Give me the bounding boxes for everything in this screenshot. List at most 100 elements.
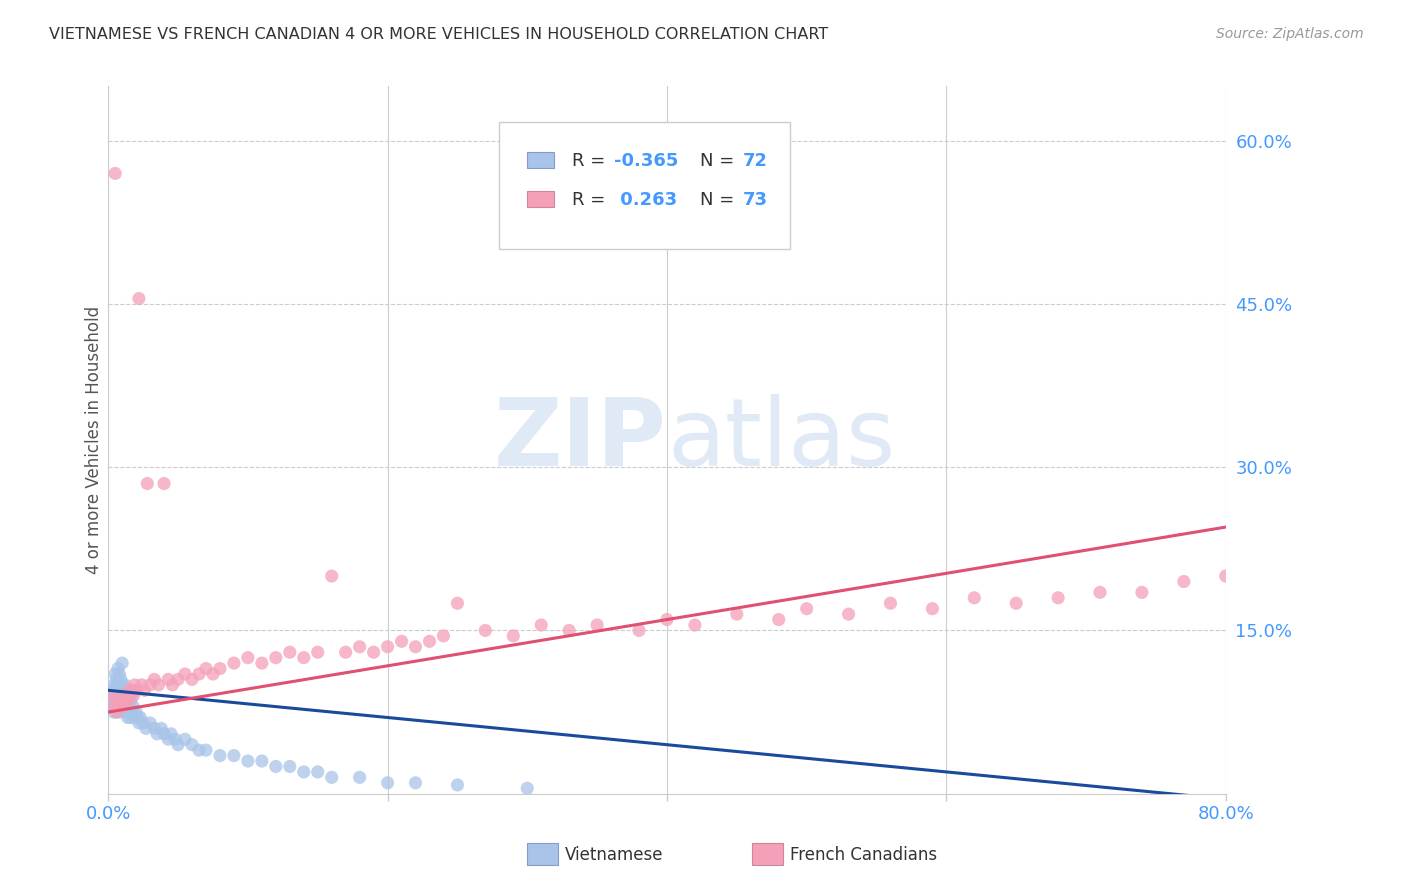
Point: [264, 650, 287, 665]
Point: [655, 613, 678, 627]
Point: [111, 678, 134, 692]
Point: [101, 699, 124, 714]
Point: [139, 715, 162, 730]
Point: [104, 683, 127, 698]
Point: [112, 689, 135, 703]
Point: [1215, 569, 1237, 583]
Point: [432, 629, 454, 643]
Point: [405, 776, 427, 790]
Point: [150, 722, 173, 736]
Point: [174, 667, 197, 681]
Point: [121, 705, 143, 719]
Point: [101, 683, 124, 698]
Point: [921, 601, 943, 615]
Point: [120, 689, 142, 703]
Point: [321, 569, 343, 583]
Point: [160, 727, 183, 741]
Point: [530, 618, 553, 632]
Point: [110, 694, 132, 708]
Point: [117, 694, 139, 708]
Point: [1005, 596, 1028, 610]
Point: [132, 715, 155, 730]
Point: [418, 634, 440, 648]
Point: [118, 683, 141, 698]
Point: [796, 601, 818, 615]
Text: ZIP: ZIP: [494, 394, 666, 486]
Point: [157, 732, 180, 747]
Point: [292, 650, 315, 665]
Point: [127, 710, 149, 724]
Point: [111, 656, 134, 670]
Point: [377, 640, 399, 654]
Point: [108, 667, 131, 681]
Point: [683, 618, 706, 632]
Point: [236, 650, 259, 665]
Point: [148, 678, 170, 692]
Point: [725, 607, 748, 621]
Point: [121, 683, 143, 698]
Point: [349, 640, 371, 654]
Point: [250, 656, 273, 670]
Point: [108, 683, 131, 698]
Point: [194, 661, 217, 675]
Point: [1047, 591, 1070, 605]
Point: [236, 754, 259, 768]
Point: [139, 678, 162, 692]
Point: [107, 694, 129, 708]
Point: [963, 591, 986, 605]
Point: [335, 645, 357, 659]
Point: [112, 683, 135, 698]
Point: [405, 640, 427, 654]
Point: [194, 743, 217, 757]
Text: French Canadians: French Canadians: [790, 846, 938, 863]
Point: [117, 694, 139, 708]
Point: [115, 705, 138, 719]
Point: [143, 673, 166, 687]
Point: [114, 694, 136, 708]
Point: [100, 689, 122, 703]
Point: [110, 705, 132, 719]
Point: [162, 678, 184, 692]
Point: [105, 689, 128, 703]
Point: [122, 689, 145, 703]
Point: [122, 699, 145, 714]
Point: [100, 694, 122, 708]
Point: [292, 764, 315, 779]
Point: [377, 776, 399, 790]
Text: 0.263: 0.263: [614, 191, 678, 209]
Point: [124, 678, 146, 692]
Point: [110, 673, 132, 687]
Text: VIETNAMESE VS FRENCH CANADIAN 4 OR MORE VEHICLES IN HOUSEHOLD CORRELATION CHART: VIETNAMESE VS FRENCH CANADIAN 4 OR MORE …: [49, 27, 828, 42]
Point: [107, 661, 129, 675]
Point: [107, 694, 129, 708]
Point: [120, 694, 142, 708]
Point: [363, 645, 385, 659]
Point: [222, 656, 245, 670]
Point: [1130, 585, 1153, 599]
Point: [118, 699, 141, 714]
Point: [768, 613, 790, 627]
Point: [307, 645, 329, 659]
Point: [586, 618, 609, 632]
FancyBboxPatch shape: [499, 121, 790, 249]
Point: [250, 754, 273, 768]
Point: [129, 710, 152, 724]
Text: atlas: atlas: [666, 394, 896, 486]
Text: R =: R =: [572, 152, 612, 169]
Text: R =: R =: [572, 191, 612, 209]
Point: [222, 748, 245, 763]
Text: Source: ZipAtlas.com: Source: ZipAtlas.com: [1216, 27, 1364, 41]
Point: [167, 673, 190, 687]
Point: [446, 596, 468, 610]
Point: [114, 694, 136, 708]
Text: -0.365: -0.365: [614, 152, 679, 169]
Point: [627, 624, 650, 638]
Point: [112, 699, 135, 714]
Point: [98, 689, 121, 703]
Point: [879, 596, 901, 610]
FancyBboxPatch shape: [527, 153, 554, 168]
Point: [349, 770, 371, 784]
Point: [201, 667, 224, 681]
Text: N =: N =: [700, 191, 741, 209]
Point: [165, 732, 187, 747]
